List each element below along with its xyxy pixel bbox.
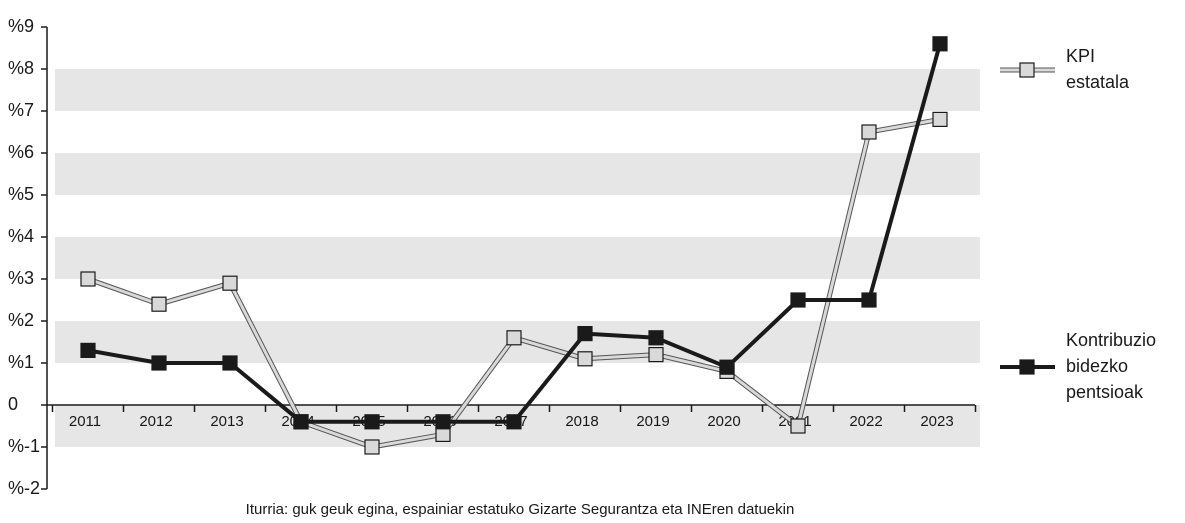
- y-tick-label: %5: [8, 184, 34, 204]
- point-marker: [506, 414, 522, 430]
- legend-word: bidezko: [1066, 356, 1128, 376]
- point-marker: [506, 330, 522, 346]
- x-tick-label: 2011: [69, 413, 101, 430]
- point-marker: [577, 326, 593, 342]
- y-tick-label: %9: [8, 16, 34, 36]
- grid-band: [55, 153, 980, 195]
- point-marker: [648, 330, 664, 346]
- point-marker: [719, 359, 735, 375]
- point-marker: [80, 271, 96, 287]
- y-tick-label: %2: [8, 310, 34, 330]
- x-tick-label: 2018: [565, 413, 598, 430]
- x-tick-label: 2023: [920, 413, 953, 430]
- point-marker: [790, 418, 806, 434]
- legend-label: KPI estatala: [1066, 46, 1130, 92]
- y-tick-label: %8: [8, 58, 34, 78]
- point-marker: [932, 111, 948, 128]
- point-marker: [222, 275, 238, 291]
- y-tick-label: %1: [8, 352, 34, 372]
- point-marker: [577, 351, 593, 367]
- point-marker: [222, 355, 238, 371]
- point-marker: [364, 439, 380, 455]
- legend-marker: [1019, 62, 1035, 78]
- y-tick-label: %7: [8, 100, 34, 120]
- y-tick-label: %6: [8, 142, 34, 162]
- grid-band: [55, 69, 980, 111]
- x-tick-label: 2013: [210, 413, 243, 430]
- source-note: Iturria: guk geuk egina, espainiar estat…: [246, 501, 795, 518]
- point-marker: [790, 292, 806, 308]
- y-tick-label: 0: [8, 394, 18, 414]
- legend-label: Kontribuzio bidezko pentsioak: [1066, 330, 1156, 402]
- legend-marker: [1019, 359, 1035, 375]
- legend-word: pentsioak: [1066, 382, 1144, 402]
- legend-word: Kontribuzio: [1066, 330, 1156, 350]
- y-tick-label: %-1: [8, 436, 40, 456]
- point-marker: [80, 342, 96, 358]
- point-marker: [435, 414, 451, 430]
- point-marker: [151, 296, 167, 312]
- point-marker: [435, 426, 451, 442]
- x-tick-label: 2022: [849, 413, 882, 430]
- point-marker: [648, 347, 664, 363]
- bands: [55, 69, 980, 447]
- point-marker: [932, 36, 948, 52]
- y-tick-label: %3: [8, 268, 34, 288]
- point-marker: [861, 292, 877, 308]
- x-tick-label: 2012: [139, 413, 172, 430]
- grid-band: [55, 237, 980, 279]
- y-tick-label: %-2: [8, 478, 40, 498]
- point-marker: [293, 414, 309, 430]
- y-tick-label: %4: [8, 226, 34, 246]
- legend-word: estatala: [1066, 72, 1130, 92]
- x-tick-label: 2020: [707, 413, 740, 430]
- x-tick-label: 2019: [636, 413, 669, 430]
- legend-word: KPI: [1066, 46, 1095, 66]
- point-marker: [151, 355, 167, 371]
- point-marker: [861, 124, 877, 140]
- point-marker: [364, 414, 380, 430]
